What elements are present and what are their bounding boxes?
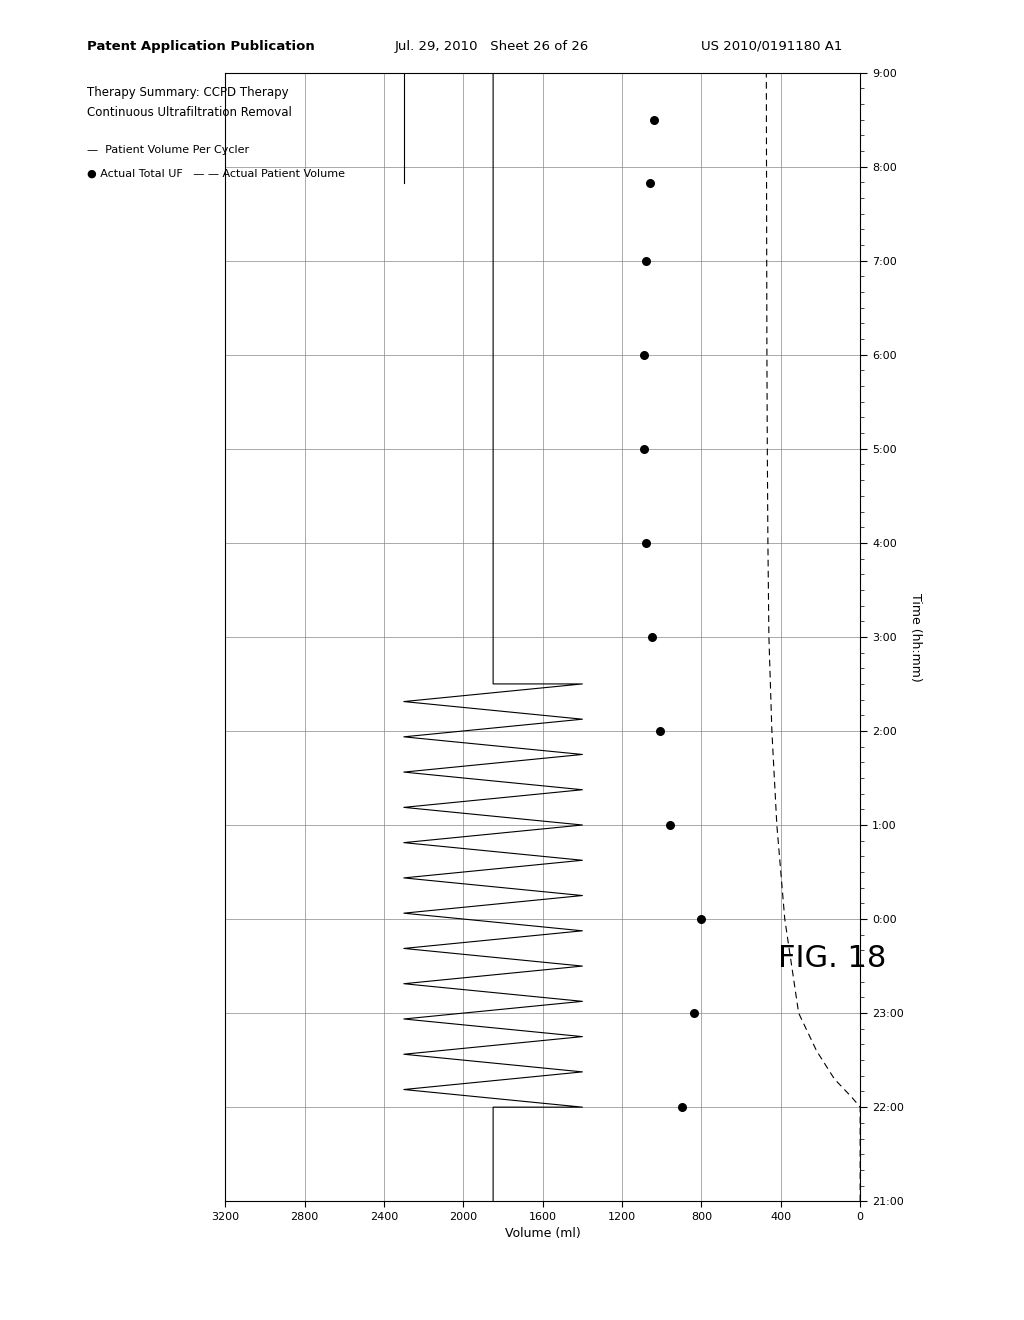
Text: Therapy Summary: CCPD Therapy: Therapy Summary: CCPD Therapy <box>87 86 289 99</box>
Point <box>693 908 710 929</box>
Text: Continuous Ultrafiltration Removal: Continuous Ultrafiltration Removal <box>87 106 292 119</box>
Point <box>638 251 654 272</box>
Point <box>642 172 658 193</box>
Point <box>644 627 660 648</box>
Y-axis label: Time (hh:mm): Time (hh:mm) <box>909 593 923 681</box>
Text: ● Actual Total UF   — — Actual Patient Volume: ● Actual Total UF — — Actual Patient Vol… <box>87 169 345 180</box>
Point <box>638 532 654 553</box>
Text: US 2010/0191180 A1: US 2010/0191180 A1 <box>701 40 843 53</box>
Text: FIG. 18: FIG. 18 <box>778 944 887 973</box>
Point <box>651 721 668 742</box>
Point <box>662 814 678 836</box>
Point <box>645 110 662 131</box>
Text: Patent Application Publication: Patent Application Publication <box>87 40 314 53</box>
Text: —  Patient Volume Per Cycler: — Patient Volume Per Cycler <box>87 145 249 156</box>
Point <box>636 438 652 459</box>
Point <box>674 1097 690 1118</box>
Text: Jul. 29, 2010   Sheet 26 of 26: Jul. 29, 2010 Sheet 26 of 26 <box>394 40 589 53</box>
X-axis label: Volume (ml): Volume (ml) <box>505 1228 581 1241</box>
Point <box>636 345 652 366</box>
Point <box>685 1003 701 1024</box>
